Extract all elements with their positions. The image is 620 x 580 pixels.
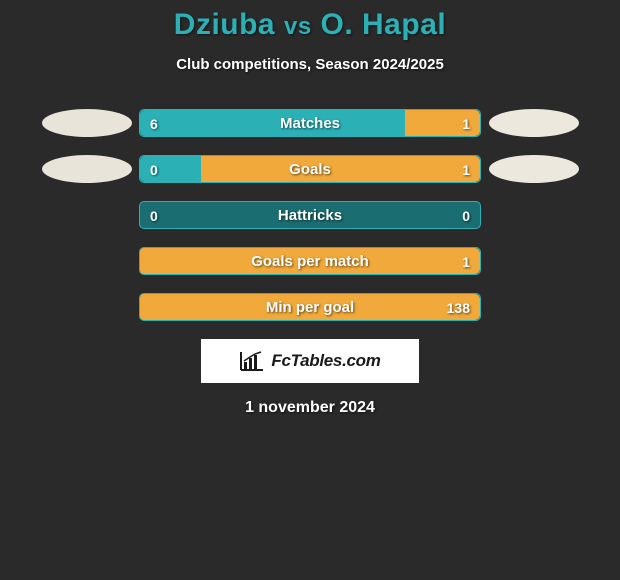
avatar-slot-left <box>34 109 139 137</box>
stat-value-right: 1 <box>462 110 470 137</box>
stat-label: Goals per match <box>140 248 480 275</box>
avatar-slot-right <box>481 109 586 137</box>
player1-name: Dziuba <box>174 8 275 41</box>
stat-row: Goals per match1 <box>0 247 620 275</box>
stat-label: Min per goal <box>140 294 480 321</box>
stat-bar: Goals per match1 <box>139 247 481 275</box>
page-title: Dziuba vs O. Hapal <box>0 0 620 42</box>
vs-text: vs <box>284 13 312 40</box>
subtitle: Club competitions, Season 2024/2025 <box>0 56 620 73</box>
logo-box[interactable]: FcTables.com <box>201 339 419 383</box>
stat-row: Min per goal138 <box>0 293 620 321</box>
stat-row: 6Matches1 <box>0 109 620 137</box>
avatar-slot-right <box>481 155 586 183</box>
stat-value-right: 0 <box>462 202 470 229</box>
stat-rows: 6Matches10Goals10Hattricks0Goals per mat… <box>0 109 620 321</box>
chart-icon <box>239 350 265 372</box>
player2-avatar <box>489 109 579 137</box>
stat-label: Matches <box>140 110 480 137</box>
avatar-slot-left <box>34 155 139 183</box>
logo-text: FcTables.com <box>271 351 380 371</box>
player1-avatar <box>42 109 132 137</box>
player1-avatar <box>42 155 132 183</box>
stat-value-right: 1 <box>462 156 470 183</box>
date-label: 1 november 2024 <box>0 399 620 417</box>
stat-label: Goals <box>140 156 480 183</box>
stat-label: Hattricks <box>140 202 480 229</box>
stat-bar: 0Goals1 <box>139 155 481 183</box>
stat-bar: 0Hattricks0 <box>139 201 481 229</box>
stat-bar: 6Matches1 <box>139 109 481 137</box>
stat-value-right: 1 <box>462 248 470 275</box>
stat-bar: Min per goal138 <box>139 293 481 321</box>
player2-name: O. Hapal <box>321 8 447 41</box>
stat-value-right: 138 <box>447 294 470 321</box>
stat-row: 0Goals1 <box>0 155 620 183</box>
player2-avatar <box>489 155 579 183</box>
stat-row: 0Hattricks0 <box>0 201 620 229</box>
